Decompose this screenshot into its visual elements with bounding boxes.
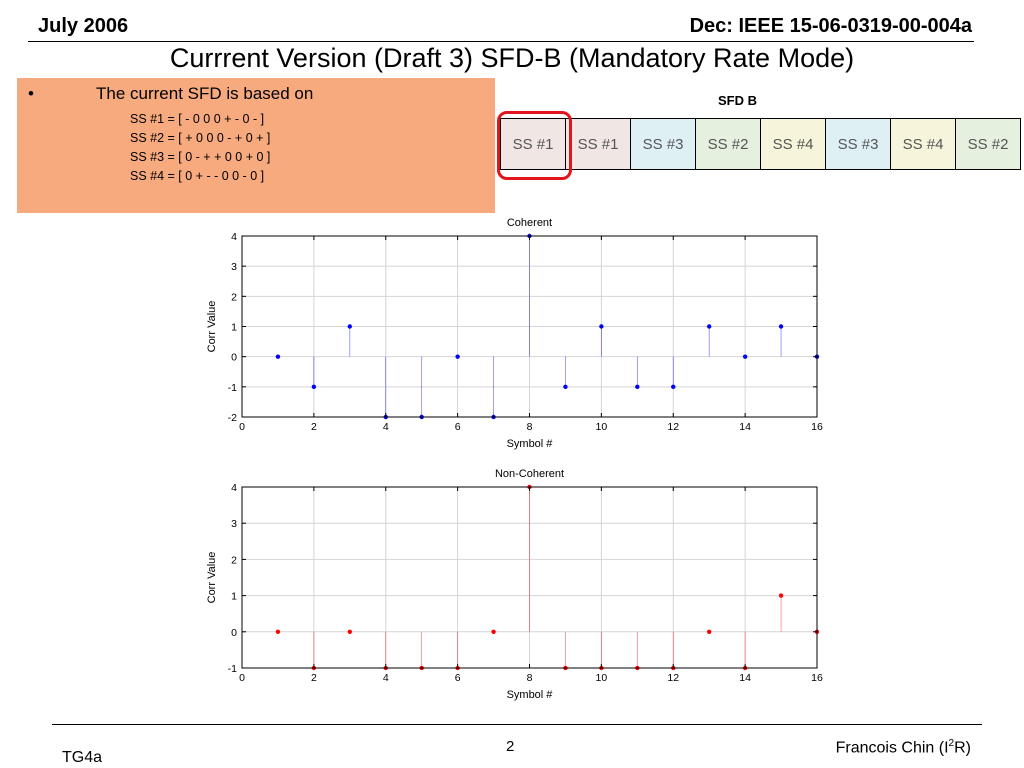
footer-group: TG4a: [62, 749, 103, 766]
sfd-description-box: [17, 78, 495, 213]
data-point: [635, 384, 640, 390]
y-tick-label: 4: [231, 231, 237, 243]
x-tick-label: 8: [527, 421, 533, 433]
header-doc-id: Dec: IEEE 15-06-0319-00-004a: [689, 15, 972, 37]
data-point: [599, 324, 604, 329]
bullet-marker: •: [28, 84, 34, 103]
data-point: [706, 629, 712, 634]
x-tick-label: 12: [667, 421, 679, 433]
data-point: [275, 354, 281, 359]
x-tick-label: 16: [811, 421, 823, 433]
x-tick-label: 14: [739, 421, 751, 433]
sfd-cell: SS #3: [630, 118, 696, 170]
x-tick-label: 2: [311, 421, 317, 433]
y-axis-label: Corr Value: [206, 552, 218, 604]
y-tick-label: -2: [228, 412, 237, 424]
x-tick-label: 4: [383, 672, 389, 684]
ss-definition: SS #4 = [ 0 + - - 0 0 - 0 ]: [130, 169, 265, 183]
y-tick-label: 3: [231, 518, 237, 530]
slide-title: Currrent Version (Draft 3) SFD-B (Mandat…: [169, 43, 855, 73]
y-axis-label: Corr Value: [206, 301, 218, 353]
x-tick-label: 6: [455, 421, 461, 433]
y-tick-label: 2: [231, 291, 237, 303]
ss-definition: SS #1 = [ - 0 0 0 + - 0 - ]: [130, 112, 265, 126]
data-point: [347, 324, 353, 329]
coherent-chart: 0 2 4 6 8 10 12 14 16 -2 -1 0 1 2 3 4 Coherent Symbol # Co…: [195, 212, 835, 462]
data-point: [778, 324, 784, 329]
data-point: [275, 629, 281, 634]
x-tick-label: 10: [596, 672, 608, 684]
author-name: Francois Chin (I: [835, 739, 949, 757]
y-tick-label: 2: [231, 554, 237, 566]
page-number: 2: [506, 738, 515, 755]
chart-title: Non-Coherent: [495, 468, 564, 480]
x-tick-label: 0: [239, 421, 245, 433]
sfd-highlight-ring: [497, 111, 572, 180]
ss-definition: SS #2 = [ + 0 0 0 - + 0 + ]: [130, 131, 271, 145]
x-axis-label: Symbol #: [507, 438, 554, 450]
y-tick-label: 0: [231, 627, 237, 639]
author-superscript: 2: [948, 738, 955, 749]
footer-author: Francois Chin (I2R): [836, 738, 971, 757]
header-divider: [28, 41, 974, 42]
y-tick-label: 1: [231, 322, 237, 334]
x-tick-label: 8: [527, 672, 533, 684]
data-point: [311, 384, 317, 390]
y-tick-label: 0: [231, 352, 237, 364]
x-tick-label: 6: [455, 672, 461, 684]
footer-divider: [52, 724, 982, 725]
ss-definitions: SS #1 = [ - 0 0 0 + - 0 - ] SS #2 = [ + …: [130, 110, 270, 186]
chart-title: Coherent: [507, 217, 552, 229]
sfd-sequence: SS #1 SS #1 SS #3 SS #2 SS #4 SS #3 SS #4 SS #2: [500, 118, 1021, 170]
data-point: [671, 384, 676, 390]
ss-definition: SS #3 = [ 0 - + + 0 0 + 0 ]: [130, 150, 271, 164]
sfd-cell: SS #2: [695, 118, 761, 170]
y-tick-label: -1: [228, 663, 237, 675]
sfd-cell: SS #1: [565, 118, 631, 170]
x-tick-label: 14: [739, 672, 751, 684]
data-point: [563, 384, 568, 390]
sfd-label: SFD B: [718, 93, 757, 108]
data-point: [742, 354, 748, 359]
x-tick-label: 16: [811, 672, 823, 684]
data-point: [455, 354, 460, 359]
x-tick-label: 0: [239, 672, 245, 684]
x-axis-label: Symbol #: [507, 689, 554, 701]
sfd-cell: SS #2: [955, 118, 1021, 170]
y-tick-label: 1: [231, 591, 237, 603]
data-point: [491, 629, 496, 634]
x-tick-label: 4: [383, 421, 389, 433]
sfd-cell: SS #1: [500, 118, 566, 170]
y-tick-label: 3: [231, 261, 237, 273]
author-name-end: R): [954, 739, 971, 757]
sfd-cell: SS #3: [825, 118, 891, 170]
y-tick-label: -1: [228, 382, 237, 394]
x-tick-label: 12: [667, 672, 679, 684]
sfd-cell: SS #4: [760, 118, 826, 170]
y-tick-label: 4: [231, 482, 237, 494]
x-tick-label: 2: [311, 672, 317, 684]
noncoherent-chart: 0 2 4 6 8 10 12 14 16 -1 0 1 2 3 4 Non-Coherent Symbol #…: [195, 463, 835, 713]
x-tick-label: 10: [596, 421, 608, 433]
data-point: [706, 324, 712, 329]
data-point: [778, 593, 784, 598]
header-date: July 2006: [38, 15, 129, 37]
sfd-cell: SS #4: [890, 118, 956, 170]
bullet-text: The current SFD is based on: [96, 84, 314, 103]
data-point: [347, 629, 353, 634]
